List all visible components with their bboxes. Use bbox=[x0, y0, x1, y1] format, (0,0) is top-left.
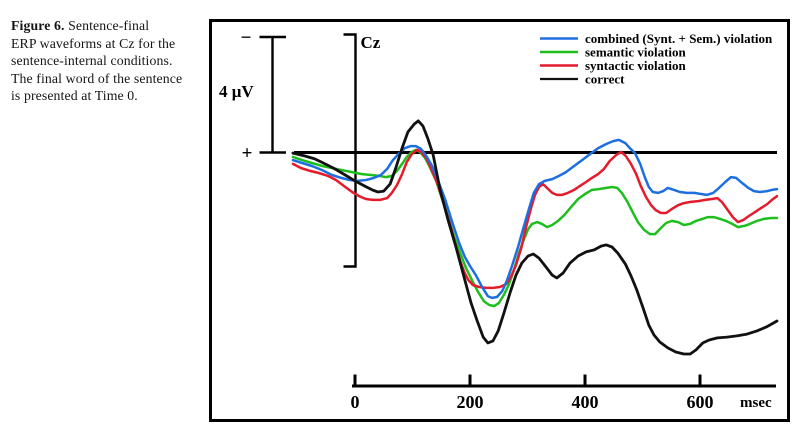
caption-text: Sentence-final bbox=[68, 18, 150, 33]
legend-item-combined: combined (Synt. + Sem.) violation bbox=[540, 31, 773, 46]
x-tick-label: 200 bbox=[457, 392, 484, 412]
legend: combined (Synt. + Sem.) violation semant… bbox=[540, 31, 773, 87]
amplitude-scale-bar: − + 4 μV bbox=[219, 28, 286, 164]
x-axis: 0 200 400 600 msec bbox=[351, 374, 776, 412]
legend-label-semantic: semantic violation bbox=[585, 45, 687, 60]
waveform-semantic-violation bbox=[291, 148, 779, 308]
x-tick-label: 0 bbox=[351, 392, 360, 412]
x-tick-label: 400 bbox=[572, 392, 599, 412]
waveforms bbox=[291, 119, 779, 356]
scalebar-value-label: 4 μV bbox=[219, 82, 254, 101]
caption-line: sentence-internal conditions. bbox=[11, 53, 173, 68]
figure-caption: Figure 6. Sentence-final ERP waveforms a… bbox=[11, 17, 182, 105]
legend-label-combined: combined (Synt. + Sem.) violation bbox=[585, 31, 773, 46]
caption-line: ERP waveforms at Cz for the bbox=[11, 35, 176, 51]
x-axis-ticks: 0 200 400 600 bbox=[351, 374, 714, 412]
positive-polarity-sign: + bbox=[242, 143, 253, 164]
waveform-combined-violation bbox=[291, 138, 779, 300]
caption-line: is presented at Time 0. bbox=[11, 88, 138, 103]
x-axis-unit-label: msec bbox=[740, 395, 772, 411]
legend-item-correct: correct bbox=[540, 72, 625, 87]
time-zero-bracket bbox=[343, 33, 357, 268]
caption-line: The final word of the sentence bbox=[11, 70, 183, 86]
waveform-correct bbox=[291, 119, 779, 356]
time-zero-marker: Cz bbox=[343, 33, 381, 268]
x-tick-label: 600 bbox=[687, 392, 714, 412]
negative-polarity-sign: − bbox=[241, 28, 252, 49]
legend-label-syntactic: syntactic violation bbox=[585, 58, 687, 73]
plot-frame bbox=[209, 19, 790, 422]
legend-label-correct: correct bbox=[585, 72, 625, 87]
electrode-label: Cz bbox=[361, 33, 381, 52]
waveform-syntactic-violation bbox=[291, 148, 779, 290]
caption-line: Figure 6. Sentence-final bbox=[11, 17, 182, 35]
legend-item-syntactic: syntactic violation bbox=[540, 58, 687, 73]
legend-item-semantic: semantic violation bbox=[540, 45, 687, 60]
caption-figure-label: Figure 6. bbox=[11, 18, 65, 33]
